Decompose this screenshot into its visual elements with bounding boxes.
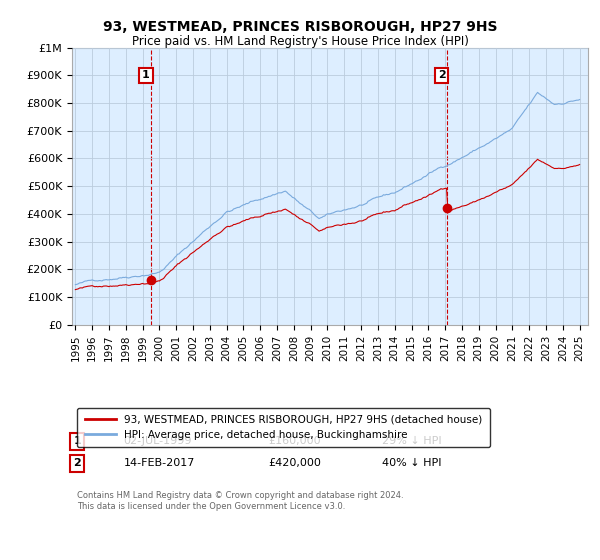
Text: 14-FEB-2017: 14-FEB-2017 (124, 459, 195, 468)
Text: 1: 1 (73, 436, 81, 446)
Text: 93, WESTMEAD, PRINCES RISBOROUGH, HP27 9HS: 93, WESTMEAD, PRINCES RISBOROUGH, HP27 9… (103, 20, 497, 34)
Text: 1: 1 (142, 71, 150, 80)
Text: £420,000: £420,000 (268, 459, 321, 468)
Text: Contains HM Land Registry data © Crown copyright and database right 2024.
This d: Contains HM Land Registry data © Crown c… (77, 491, 404, 511)
Text: 2: 2 (73, 459, 81, 468)
Text: 2: 2 (438, 71, 446, 80)
Legend: 93, WESTMEAD, PRINCES RISBOROUGH, HP27 9HS (detached house), HPI: Average price,: 93, WESTMEAD, PRINCES RISBOROUGH, HP27 9… (77, 408, 490, 447)
Text: £160,000: £160,000 (268, 436, 321, 446)
Text: 29% ↓ HPI: 29% ↓ HPI (382, 436, 441, 446)
Text: 40% ↓ HPI: 40% ↓ HPI (382, 459, 441, 468)
Text: 02-JUL-1999: 02-JUL-1999 (124, 436, 192, 446)
Text: Price paid vs. HM Land Registry's House Price Index (HPI): Price paid vs. HM Land Registry's House … (131, 35, 469, 48)
